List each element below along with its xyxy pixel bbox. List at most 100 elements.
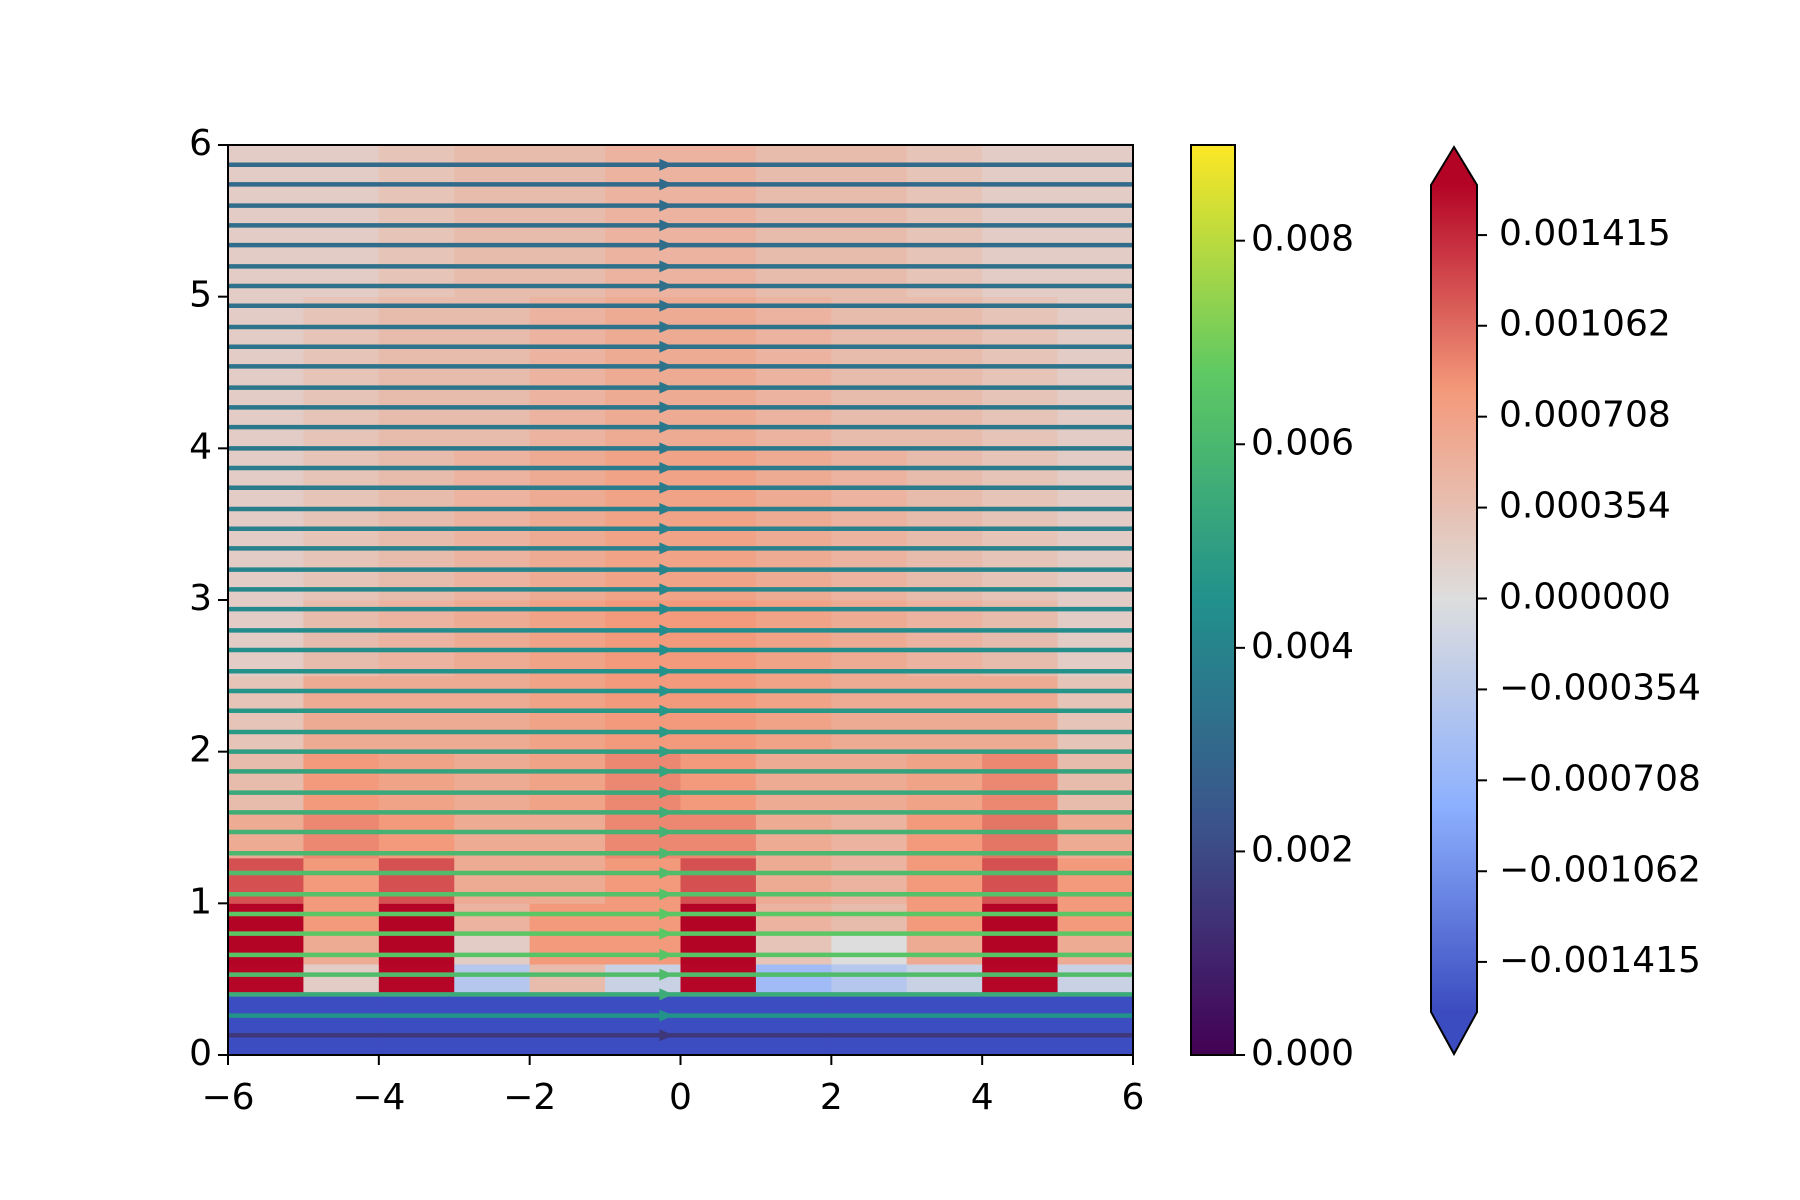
heat-cell	[228, 903, 304, 935]
heat-cell	[906, 600, 983, 677]
heat-cell	[378, 994, 455, 1056]
stream-arrow	[659, 786, 674, 799]
stream-arrow	[659, 988, 674, 1001]
heat-cell	[529, 857, 606, 904]
stream-arrow	[659, 583, 674, 596]
heat-cell	[755, 296, 832, 449]
heat-cell	[529, 145, 606, 298]
stream-arrow	[659, 806, 674, 819]
heat-cell	[831, 994, 908, 1056]
stream-arrow	[659, 907, 674, 920]
heat-cell	[303, 903, 380, 935]
heat-cell	[755, 145, 832, 298]
stream-arrow	[659, 260, 674, 273]
heat-cell	[982, 994, 1059, 1056]
stream-arrow	[659, 321, 674, 333]
stream-arrow	[659, 745, 674, 758]
value-colorbar	[1431, 185, 1477, 1012]
heat-cell	[680, 903, 757, 935]
x-tick-label: −6	[201, 1077, 254, 1118]
heat-cell	[454, 933, 531, 965]
colorbar-tick-label: 0.008	[1251, 219, 1354, 260]
heat-cell	[303, 857, 380, 904]
heat-cell	[831, 903, 908, 935]
colorbar-tick-label: 0.004	[1251, 626, 1354, 667]
stream-arrow	[659, 968, 674, 981]
heat-cell	[228, 994, 304, 1056]
heat-cell	[605, 145, 681, 298]
heat-cell	[831, 448, 908, 601]
heat-cell	[755, 964, 832, 995]
heat-cell	[228, 964, 304, 995]
heat-cell	[1057, 903, 1134, 935]
stream-arrow	[659, 704, 674, 717]
x-tick-label: 4	[971, 1077, 994, 1118]
colorbar-tick-label: −0.000354	[1499, 667, 1701, 708]
heat-cell	[303, 933, 380, 965]
stream-arrow	[659, 299, 674, 312]
heat-cell	[1057, 857, 1134, 904]
heat-cell	[1057, 448, 1134, 601]
stream-arrow	[659, 178, 674, 191]
colorbar-tick-label: 0.000354	[1499, 486, 1671, 527]
stream-arrow	[659, 280, 674, 293]
heat-cell	[680, 296, 757, 449]
stream-arrow	[659, 603, 674, 616]
heat-cell	[680, 600, 757, 677]
heat-cell	[378, 296, 455, 449]
colorbar-tick-label: 0.000000	[1499, 577, 1671, 618]
extend-top	[1431, 147, 1477, 185]
heat-cell	[755, 448, 832, 601]
heat-cell	[906, 903, 983, 935]
colorbar-tick-label: 0.001415	[1499, 213, 1671, 254]
stream-arrow	[659, 867, 674, 879]
heat-cell	[755, 857, 832, 904]
stream-arrow	[659, 542, 674, 555]
heat-cell	[680, 675, 757, 753]
heat-cell	[605, 964, 681, 995]
heat-cell	[982, 751, 1059, 813]
heat-cell	[378, 812, 455, 859]
heat-cell	[680, 994, 757, 1056]
colorbar-outline	[1430, 145, 1478, 1057]
heat-cell	[831, 145, 908, 298]
heat-cell	[303, 675, 380, 753]
heat-cell	[605, 857, 681, 904]
heat-cell	[228, 296, 304, 449]
heat-cell	[906, 964, 983, 995]
heat-cell	[378, 857, 455, 904]
heat-cell	[605, 751, 681, 813]
x-tick-label: −4	[352, 1077, 405, 1118]
colorbar-tick-label: −0.001062	[1499, 849, 1701, 890]
stream-arrow	[659, 503, 674, 515]
heat-cell	[1057, 600, 1134, 677]
stream-arrow	[659, 927, 674, 940]
heat-cell	[831, 964, 908, 995]
heat-cell	[605, 296, 681, 449]
heat-cell	[529, 994, 606, 1056]
colorbar-tick-label: 0.001062	[1499, 304, 1671, 345]
heat-cell	[605, 448, 681, 601]
stream-arrow	[659, 442, 674, 455]
stream-arrow	[659, 888, 674, 901]
heat-cell	[454, 751, 531, 813]
heat-cell	[680, 964, 757, 995]
heat-cell	[680, 933, 757, 965]
stream-arrow	[659, 765, 674, 778]
heat-cell	[906, 448, 983, 601]
heat-cell	[605, 933, 681, 965]
heat-cell	[1057, 812, 1134, 859]
heat-cell	[982, 145, 1059, 298]
heat-cell	[1057, 964, 1134, 995]
heat-cell	[1057, 994, 1134, 1056]
heat-cell	[831, 812, 908, 859]
heat-cell	[982, 933, 1059, 965]
heat-cell	[303, 812, 380, 859]
heat-cell	[680, 145, 757, 298]
stream-arrow	[659, 522, 674, 535]
heat-cell	[906, 812, 983, 859]
heat-cell	[680, 751, 757, 813]
heat-cell	[303, 964, 380, 995]
heat-cell	[454, 812, 531, 859]
